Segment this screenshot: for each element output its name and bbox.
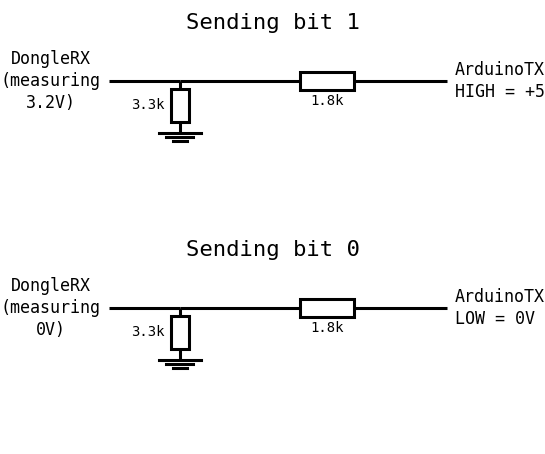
Text: 3.3k: 3.3k xyxy=(131,99,165,113)
Text: 1.8k: 1.8k xyxy=(310,94,344,108)
Text: ArduinoTX
LOW = 0V: ArduinoTX LOW = 0V xyxy=(455,288,545,328)
Text: 3.3k: 3.3k xyxy=(131,326,165,340)
Text: Sending bit 0: Sending bit 0 xyxy=(185,240,360,260)
Bar xyxy=(300,72,354,90)
Bar xyxy=(171,316,189,349)
Text: DongleRX
(measuring
0V): DongleRX (measuring 0V) xyxy=(1,277,101,339)
Bar xyxy=(171,89,189,122)
Text: DongleRX
(measuring
3.2V): DongleRX (measuring 3.2V) xyxy=(1,50,101,112)
Text: Sending bit 1: Sending bit 1 xyxy=(185,13,360,33)
Text: 1.8k: 1.8k xyxy=(310,321,344,335)
Bar xyxy=(300,299,354,317)
Text: ArduinoTX
HIGH = +5V: ArduinoTX HIGH = +5V xyxy=(455,61,545,101)
